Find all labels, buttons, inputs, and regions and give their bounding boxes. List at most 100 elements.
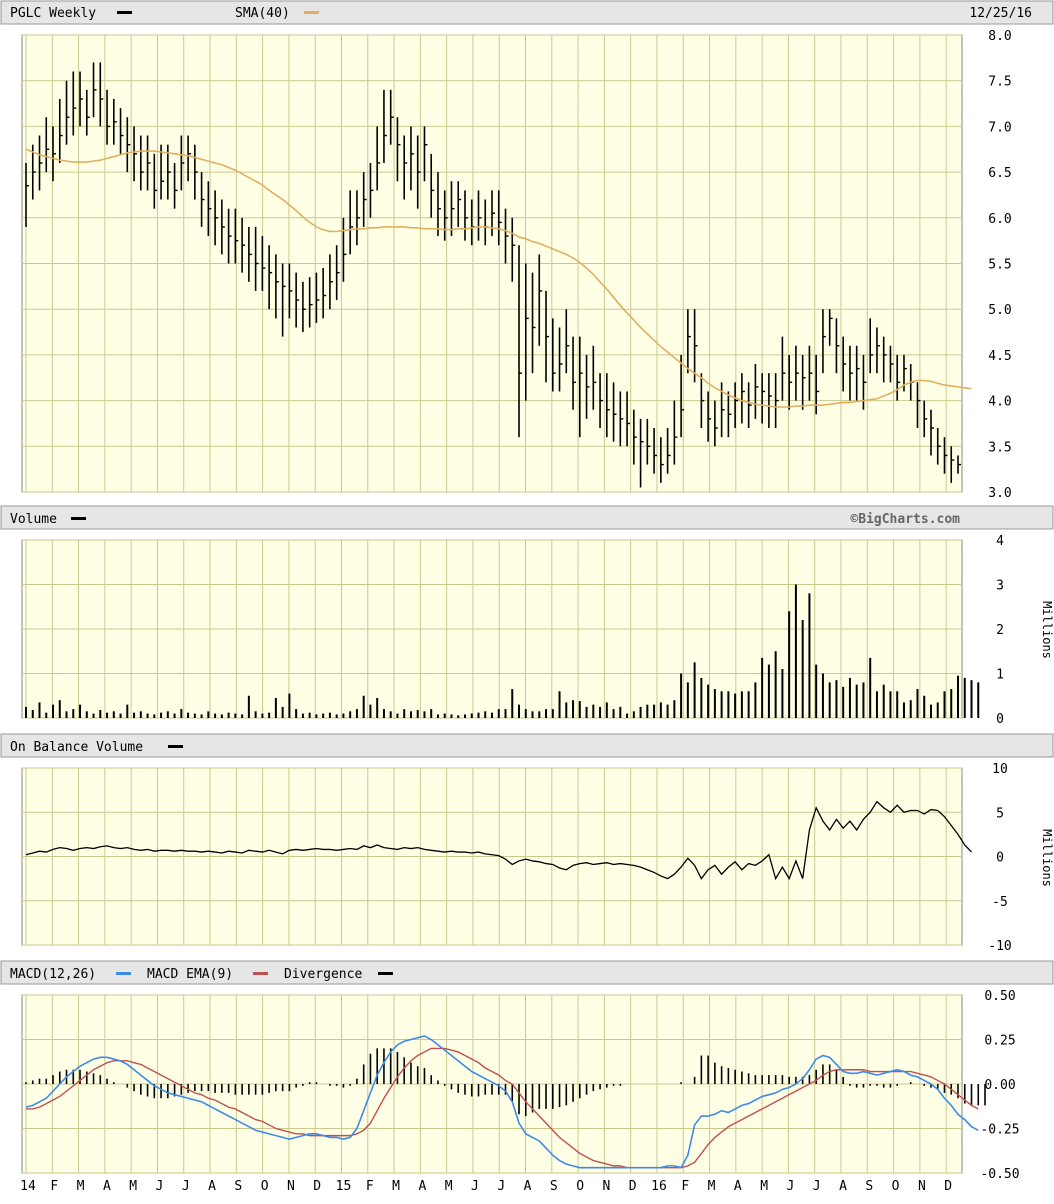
x-tick-label: M — [392, 1179, 400, 1194]
macd-header: MACD(12,26) MACD EMA(9) Divergence — [0, 960, 1054, 985]
price-legend-swatch — [117, 11, 132, 14]
x-tick-label: J — [813, 1179, 821, 1194]
x-tick-label: J — [497, 1179, 505, 1194]
macd-y-tick-label: -0.25 — [980, 1123, 1019, 1138]
x-tick-label: O — [576, 1179, 584, 1194]
sma-legend-label: SMA(40) — [235, 6, 290, 21]
x-tick-label: A — [524, 1179, 532, 1194]
x-tick-label: D — [629, 1179, 637, 1194]
price-y-tick-label: 3.0 — [988, 486, 1011, 501]
obv-y-tick-label: 10 — [992, 762, 1008, 777]
obv-legend-swatch — [168, 745, 183, 748]
x-tick-label: M — [77, 1179, 85, 1194]
price-y-tick-label: 5.0 — [988, 303, 1011, 318]
macd-ema-legend-label: MACD EMA(9) — [147, 967, 233, 982]
obv-header: On Balance Volume — [0, 733, 1054, 758]
x-tick-label: A — [839, 1179, 847, 1194]
x-tick-label: F — [681, 1179, 689, 1194]
x-tick-label: M — [129, 1179, 137, 1194]
divergence-legend-swatch — [378, 972, 393, 975]
volume-bars — [25, 584, 980, 718]
x-tick-label: J — [471, 1179, 479, 1194]
price-y-tick-label: 6.0 — [988, 212, 1011, 227]
macd-y-tick-label: 0.25 — [984, 1034, 1015, 1049]
x-tick-label: J — [182, 1179, 190, 1194]
volume-legend-swatch — [71, 517, 86, 520]
volume-unit-label: Millions — [1040, 601, 1054, 659]
obv-y-tick-label: -5 — [992, 895, 1008, 910]
x-tick-label: N — [287, 1179, 295, 1194]
obv-title: On Balance Volume — [10, 740, 143, 755]
macd-legend-swatch — [116, 972, 131, 975]
x-tick-label: A — [208, 1179, 216, 1194]
volume-header: Volume ©BigCharts.com — [0, 505, 1054, 530]
x-tick-label: A — [734, 1179, 742, 1194]
obv-y-tick-label: -10 — [988, 939, 1011, 954]
x-tick-label: D — [944, 1179, 952, 1194]
macd-line — [25, 1035, 979, 1169]
x-tick-label: M — [708, 1179, 716, 1194]
price-y-tick-label: 8.0 — [988, 29, 1011, 44]
x-tick-label: 16 — [651, 1179, 667, 1194]
volume-y-tick-label: 2 — [996, 623, 1004, 638]
volume-y-tick-label: 3 — [996, 579, 1004, 594]
price-y-tick-label: 7.5 — [988, 75, 1011, 90]
x-tick-label: 14 — [20, 1179, 36, 1194]
price-title-bar — [0, 0, 1054, 25]
obv-y-tick-label: 5 — [996, 806, 1004, 821]
volume-y-tick-label: 4 — [996, 534, 1004, 549]
divergence-legend-label: Divergence — [284, 967, 362, 982]
x-axis: 14 F M A M J J A S O N D 15 F M A M J J A S O N D 16 F M A M J J A S O N D — [20, 1179, 952, 1194]
panels-layer: 8.07.57.06.56.05.55.04.54.03.53.04321010… — [20, 29, 1019, 1194]
x-tick-label: A — [418, 1179, 426, 1194]
price-y-tick-label: 3.5 — [988, 440, 1011, 455]
price-panel: 8.0 7.5 7.0 6.5 6.0 5.5 5.0 4.5 4.0 3.5 3.0 — [21, 29, 1012, 501]
price-y-tick-label: 6.5 — [988, 166, 1011, 181]
x-tick-label: S — [865, 1179, 873, 1194]
x-tick-label: M — [760, 1179, 768, 1194]
price-bars — [25, 62, 961, 488]
macd-y-tick-label: 0.00 — [984, 1078, 1015, 1093]
volume-y-tick-label: 0 — [996, 712, 1004, 727]
x-tick-label: J — [787, 1179, 795, 1194]
obv-title-bar — [0, 733, 1054, 758]
x-tick-label: S — [550, 1179, 558, 1194]
bigcharts-watermark: ©BigCharts.com — [850, 512, 960, 527]
x-tick-label: J — [156, 1179, 164, 1194]
obv-line — [25, 800, 972, 881]
price-header: PGLC Weekly SMA(40) 12/25/16 — [0, 0, 1054, 25]
x-tick-label: 15 — [336, 1179, 352, 1194]
macd-y-tick-label: -0.50 — [980, 1167, 1019, 1182]
obv-panel: 10 5 0 -5 -10 — [21, 762, 1012, 954]
x-tick-label: A — [103, 1179, 111, 1194]
obv-unit-label: Millions — [1040, 829, 1054, 887]
x-tick-label: O — [892, 1179, 900, 1194]
x-tick-label: O — [261, 1179, 269, 1194]
sma-legend-swatch — [304, 11, 319, 14]
macd-y-tick-label: 0.50 — [984, 989, 1015, 1004]
x-tick-label: S — [234, 1179, 242, 1194]
macd-ema-line — [26, 1047, 979, 1169]
volume-title: Volume — [10, 512, 57, 527]
price-y-tick-label: 7.0 — [988, 120, 1011, 135]
chart-date: 12/25/16 — [969, 6, 1032, 21]
x-tick-label: F — [366, 1179, 374, 1194]
x-tick-label: M — [445, 1179, 453, 1194]
obv-y-tick-label: 0 — [996, 851, 1004, 866]
macd-legend-label: MACD(12,26) — [10, 967, 96, 982]
price-title: PGLC Weekly — [10, 6, 96, 21]
price-y-tick-label: 5.5 — [988, 258, 1011, 273]
volume-y-tick-label: 1 — [996, 668, 1004, 683]
x-tick-label: D — [313, 1179, 321, 1194]
volume-panel: 4 3 2 1 0 — [21, 534, 1004, 727]
sma-line — [25, 148, 972, 408]
x-tick-label: N — [602, 1179, 610, 1194]
x-tick-label: N — [918, 1179, 926, 1194]
macd-ema-legend-swatch — [253, 972, 268, 975]
divergence-bars — [25, 1048, 986, 1117]
x-tick-label: F — [50, 1179, 58, 1194]
macd-title-bar — [0, 960, 1054, 985]
price-y-tick-label: 4.5 — [988, 349, 1011, 364]
